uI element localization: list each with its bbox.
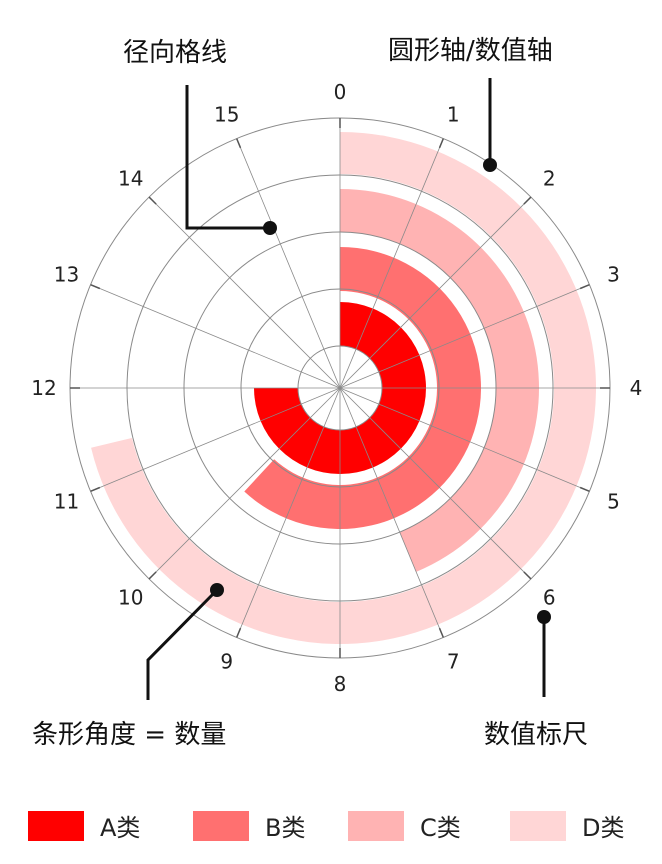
grid-spoke [339,138,444,389]
legend-item-d: D类 [510,808,624,843]
grid-spoke [339,387,590,492]
grid-spoke [148,387,341,580]
tick-label: 5 [607,489,620,513]
axis-tick [90,283,101,290]
tick-label: 10 [118,585,143,609]
tick-label: 13 [54,263,79,287]
grid-spoke [90,284,341,389]
tick-label: 12 [31,376,56,400]
grid-spoke [90,387,341,492]
annotation-gridlines: 径向格线 [123,38,228,68]
callout-dot-axis [483,158,497,172]
legend-item-a: A类 [28,808,140,843]
tick-label: 11 [54,489,79,513]
tick-label: 14 [118,167,143,191]
grid-spoke [339,196,532,389]
tick-label: 3 [607,263,620,287]
grid-spoke [236,138,341,389]
annotation-axis: 圆形轴/数值轴 [388,36,553,66]
legend-item-b: B类 [193,808,305,843]
grid-spoke [339,387,444,638]
axis-tick [438,627,445,638]
callout-dot-scale [537,610,551,624]
axis-tick [235,138,242,149]
grid-spoke [339,387,532,580]
grid [69,117,611,659]
tick-label: 0 [334,80,347,104]
legend-swatch-a [28,810,84,841]
axis-tick [148,571,157,580]
tick-label: 7 [447,649,460,673]
tick-label: 1 [447,103,460,127]
axis-tick [523,571,532,580]
bar-c [340,189,540,572]
legend-label-c: C类 [420,814,461,842]
grid-spoke [339,284,590,389]
annotation-scale: 数值标尺 [484,720,589,750]
callout-dot-bar-angle [210,583,224,597]
tick-label: 9 [220,649,233,673]
tick-label: 4 [630,376,643,400]
axis-tick [438,138,445,149]
legend-swatch-d [510,810,566,841]
axis-tick [235,627,242,638]
annotation-bar-angle: 条形角度 = 数量 [32,720,227,750]
grid-spoke [236,387,341,638]
axis-tick [148,196,157,205]
tick-label: 6 [543,585,556,609]
callout-line-gridlines [185,85,270,230]
callout-dot-gridlines [263,221,277,235]
bar-b [244,247,482,529]
callout-line-bar-angle [146,588,219,700]
legend-label-a: A类 [100,814,141,842]
tick-label: 2 [543,167,556,191]
axis-tick [90,486,101,493]
axis-tick [523,196,532,205]
grid-spoke [148,196,341,389]
legend-label-b: B类 [265,814,306,842]
axis-tick [579,283,590,290]
axis-tick [579,486,590,493]
legend-swatch-b [193,810,249,841]
legend-swatch-c [348,810,404,841]
tick-label: 15 [214,103,239,127]
callout-lines [146,78,551,700]
tick-label: 8 [334,672,347,696]
legend-item-c: C类 [348,808,461,843]
legend-label-d: D类 [582,814,625,842]
